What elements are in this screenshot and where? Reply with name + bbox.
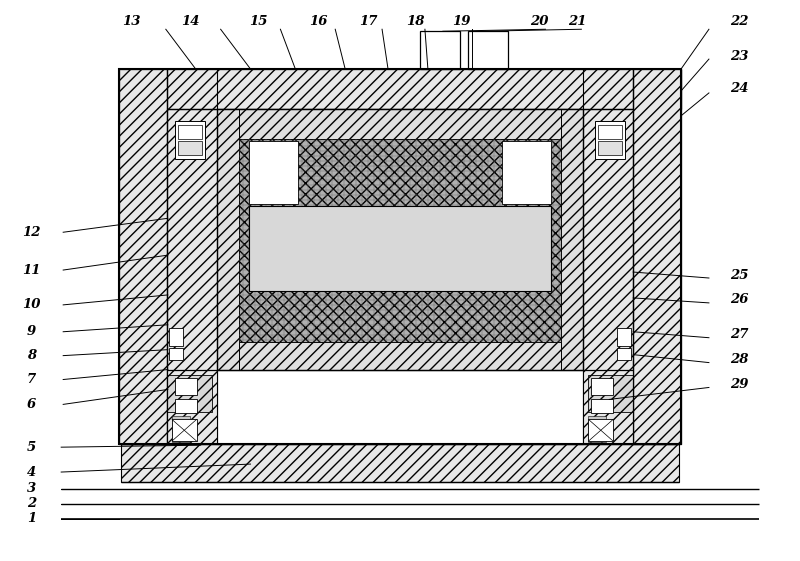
Bar	[167, 109, 217, 370]
Bar	[468, 31, 508, 69]
Bar	[167, 370, 217, 444]
Bar	[588, 416, 606, 421]
Text: 9: 9	[26, 325, 36, 338]
Bar	[217, 109, 583, 370]
Text: 13: 13	[122, 15, 140, 28]
Text: 21: 21	[568, 15, 586, 28]
Bar	[174, 378, 197, 396]
Text: 25: 25	[730, 269, 748, 282]
Bar	[119, 69, 681, 444]
Bar	[598, 141, 622, 155]
Bar	[618, 348, 631, 360]
Bar	[217, 109, 238, 370]
Text: 8: 8	[26, 349, 36, 362]
Bar	[598, 125, 622, 139]
Bar	[633, 69, 681, 444]
Bar	[420, 31, 460, 69]
Bar	[249, 206, 551, 291]
Bar	[217, 370, 583, 444]
Text: 26: 26	[730, 293, 748, 306]
Bar	[562, 109, 583, 370]
Bar	[178, 141, 202, 155]
Text: 19: 19	[453, 15, 471, 28]
Bar	[618, 328, 631, 346]
Bar	[588, 437, 606, 442]
Bar	[172, 419, 197, 441]
Bar	[588, 419, 614, 441]
Text: 6: 6	[26, 398, 36, 411]
Bar	[249, 141, 298, 204]
Text: 3: 3	[26, 482, 36, 495]
Bar	[167, 375, 212, 412]
Text: 12: 12	[22, 226, 41, 239]
Bar	[119, 69, 167, 444]
Bar	[172, 430, 190, 435]
Bar	[583, 109, 633, 370]
Bar	[217, 109, 583, 139]
Bar	[591, 399, 614, 413]
Text: 17: 17	[359, 15, 378, 28]
Bar	[591, 378, 614, 396]
Bar	[588, 430, 606, 435]
Bar	[217, 342, 583, 370]
Text: 4: 4	[26, 466, 36, 479]
Bar	[174, 399, 197, 413]
Bar	[238, 139, 562, 342]
Bar	[121, 444, 679, 482]
Bar	[588, 375, 633, 412]
Text: 28: 28	[730, 353, 748, 366]
Text: 5: 5	[26, 441, 36, 454]
Text: 11: 11	[22, 264, 41, 277]
Text: 2: 2	[26, 498, 36, 511]
Bar	[119, 69, 681, 109]
Text: 20: 20	[530, 15, 549, 28]
Bar	[119, 69, 681, 444]
Text: 23: 23	[730, 49, 748, 63]
Bar	[169, 328, 182, 346]
Text: 10: 10	[22, 298, 41, 311]
Text: 24: 24	[730, 82, 748, 95]
Bar	[502, 141, 551, 204]
Text: 14: 14	[182, 15, 200, 28]
Text: 18: 18	[406, 15, 424, 28]
Text: 27: 27	[730, 328, 748, 341]
Text: 7: 7	[26, 373, 36, 386]
Bar	[588, 424, 606, 428]
Text: 22: 22	[730, 15, 748, 28]
Bar	[178, 125, 202, 139]
Text: 15: 15	[250, 15, 268, 28]
Bar	[595, 121, 626, 159]
Bar	[169, 348, 182, 360]
Text: 16: 16	[309, 15, 327, 28]
Bar	[583, 370, 633, 444]
Text: 1: 1	[26, 512, 36, 525]
Bar	[172, 416, 190, 421]
Bar	[174, 121, 205, 159]
Text: 29: 29	[730, 378, 748, 391]
Bar	[172, 437, 190, 442]
Bar	[172, 424, 190, 428]
